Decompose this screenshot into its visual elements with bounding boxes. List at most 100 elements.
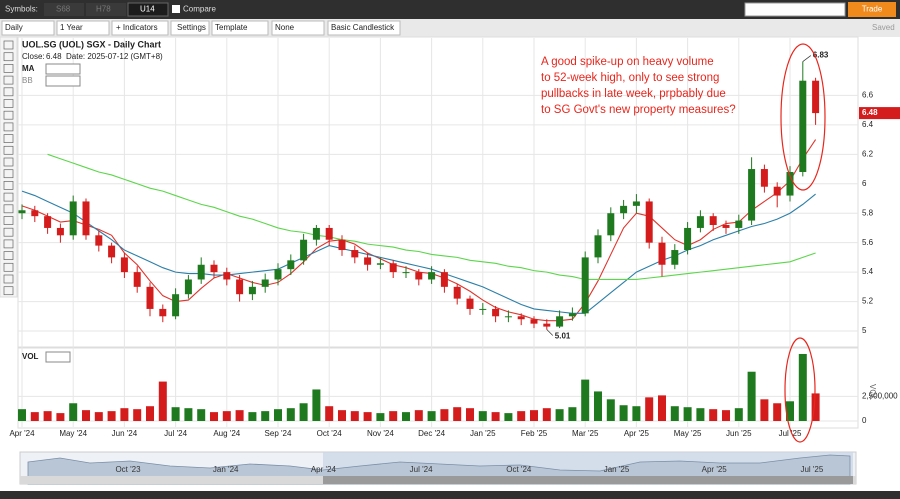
close-value: 6.48 bbox=[46, 52, 62, 61]
volume-bar bbox=[338, 410, 346, 421]
volume-bar bbox=[274, 409, 282, 421]
tool-icon bbox=[3, 216, 14, 225]
tool-icon bbox=[3, 40, 14, 50]
volume-bar bbox=[427, 411, 436, 421]
candle-body bbox=[466, 298, 474, 309]
candle-body bbox=[351, 250, 359, 258]
callout-line bbox=[546, 329, 554, 336]
dropdown[interactable] bbox=[1, 20, 55, 36]
candle-body bbox=[722, 224, 730, 228]
settings[interactable]: Settings bbox=[177, 23, 206, 32]
x-tick-label: Nov '24 bbox=[367, 429, 394, 438]
navigator-tick-label: Apr '24 bbox=[311, 465, 337, 474]
x-tick-label: Feb '25 bbox=[521, 429, 548, 438]
button[interactable] bbox=[170, 20, 210, 36]
dropdown[interactable] bbox=[56, 20, 110, 36]
candle-body bbox=[658, 242, 666, 265]
tool-icon bbox=[3, 52, 14, 62]
tab-active[interactable] bbox=[127, 2, 169, 17]
candle-body bbox=[556, 316, 564, 327]
candle-body bbox=[760, 169, 768, 187]
price-tag bbox=[859, 107, 900, 120]
marks: 6.83 5.01 6.48 bbox=[18, 51, 900, 421]
volume-bar bbox=[581, 379, 590, 421]
bb-label: BB bbox=[22, 76, 33, 85]
tool-icon bbox=[3, 286, 14, 296]
navigator-ticks: Oct '23 Jan '24 Apr '24 Jul '24 Oct '24 Jan '… bbox=[115, 465, 823, 474]
candle-body bbox=[504, 316, 512, 318]
x-tick-label: May '24 bbox=[59, 429, 87, 438]
candle-body bbox=[325, 227, 333, 240]
tab-label[interactable]: H78 bbox=[96, 5, 111, 14]
volume-bar bbox=[696, 408, 705, 421]
volume-bar bbox=[376, 413, 385, 421]
vol-controls[interactable] bbox=[45, 351, 71, 363]
dropdown[interactable] bbox=[211, 20, 269, 36]
range[interactable]: 1 Year bbox=[60, 23, 83, 32]
candle-body bbox=[709, 216, 717, 225]
button[interactable] bbox=[111, 20, 169, 36]
dropdown[interactable] bbox=[271, 20, 325, 36]
tab-label[interactable]: U14 bbox=[140, 5, 155, 14]
candle-body bbox=[812, 80, 820, 114]
tab[interactable] bbox=[44, 3, 84, 16]
compare-checkbox[interactable] bbox=[172, 5, 180, 13]
tab-label[interactable]: S68 bbox=[56, 5, 71, 14]
tool-icons bbox=[3, 40, 14, 296]
template[interactable]: Template bbox=[215, 23, 248, 32]
none[interactable]: None bbox=[275, 23, 295, 32]
volume-bar bbox=[568, 407, 577, 421]
volume-bar bbox=[56, 413, 65, 421]
interval[interactable]: Daily bbox=[5, 23, 23, 32]
volume-bar bbox=[517, 411, 526, 421]
trade-label[interactable]: Trade bbox=[862, 5, 883, 14]
candle-body bbox=[773, 186, 781, 196]
candle-body bbox=[56, 227, 64, 236]
volume-bar bbox=[171, 407, 180, 421]
volume-bar bbox=[453, 407, 462, 421]
close-label: Close: bbox=[22, 52, 45, 61]
tab[interactable] bbox=[86, 3, 126, 16]
tool-icon bbox=[3, 274, 14, 284]
volume-bar bbox=[722, 410, 730, 421]
volume-bar bbox=[350, 411, 359, 421]
tool-icon bbox=[3, 192, 14, 202]
trade-button[interactable] bbox=[848, 2, 896, 17]
chart-style[interactable]: Basic Candlestick bbox=[331, 23, 395, 32]
search-input[interactable] bbox=[744, 2, 846, 17]
candle-body bbox=[607, 213, 615, 236]
x-tick-label: Aug '24 bbox=[213, 429, 240, 438]
candle-body bbox=[696, 216, 704, 228]
x-tick-label: Sep '24 bbox=[265, 429, 292, 438]
dropdown[interactable] bbox=[327, 20, 401, 36]
callout-line bbox=[802, 55, 812, 62]
compare-label[interactable]: Compare bbox=[183, 5, 216, 14]
y-tick-label: 0 bbox=[862, 416, 867, 425]
candle-body bbox=[248, 286, 256, 295]
x-tick-label: Jul '24 bbox=[164, 429, 187, 438]
volume-bar bbox=[30, 412, 39, 421]
annotation: A good spike-up on heavy volume to 52-wee… bbox=[541, 56, 736, 116]
candle-body bbox=[568, 313, 576, 317]
x-tick-label: Jan '25 bbox=[470, 429, 496, 438]
x-tick-label: Apr '25 bbox=[624, 429, 650, 438]
ma-controls[interactable] bbox=[45, 63, 81, 75]
scrollbar-thumb[interactable] bbox=[323, 476, 853, 484]
candle-body bbox=[287, 260, 295, 270]
candle-body bbox=[223, 272, 231, 280]
navigator-tick-label: Jul '24 bbox=[410, 465, 433, 474]
tool-icon bbox=[3, 239, 14, 249]
candle-body bbox=[428, 272, 436, 280]
tool-icon bbox=[3, 169, 14, 179]
indicators[interactable]: + Indicators bbox=[116, 23, 158, 32]
bb-controls[interactable] bbox=[45, 75, 81, 87]
low-label: 5.01 bbox=[555, 332, 571, 341]
tool-icon bbox=[3, 145, 14, 155]
candle-body bbox=[197, 264, 205, 280]
candle-body bbox=[376, 263, 384, 265]
volume-bar bbox=[133, 409, 142, 421]
candle-body bbox=[31, 210, 39, 217]
navigator-tick-label: Apr '25 bbox=[702, 465, 728, 474]
candle-body bbox=[543, 323, 551, 327]
candle-body bbox=[300, 239, 308, 261]
